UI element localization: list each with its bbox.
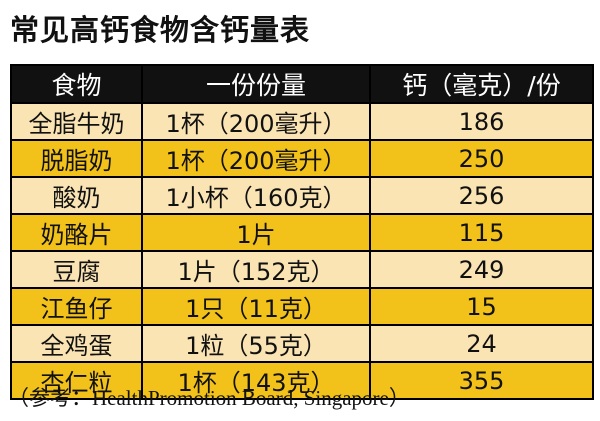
table-row: 全鸡蛋 1粒（55克） 24 [10, 324, 594, 363]
table-body: 全脂牛奶 1杯（200毫升） 186 脱脂奶 1杯（200毫升） 250 酸奶 … [10, 102, 594, 400]
table-row: 全脂牛奶 1杯（200毫升） 186 [10, 102, 594, 141]
cell-portion: 1小杯（160克） [141, 176, 371, 215]
header-row: 食物 一份份量 钙（毫克）/份 [10, 64, 594, 104]
cell-calcium: 355 [369, 361, 594, 400]
cell-food: 杏仁粒 [10, 361, 143, 400]
cell-calcium: 256 [369, 176, 594, 215]
cell-food: 全鸡蛋 [10, 324, 143, 363]
cell-food: 脱脂奶 [10, 139, 143, 178]
table-row: 江鱼仔 1只（11克） 15 [10, 287, 594, 326]
cell-calcium: 249 [369, 250, 594, 289]
calcium-table-container: 食物 一份份量 钙（毫克）/份 全脂牛奶 1杯（200毫升） 186 脱脂奶 1… [10, 64, 594, 400]
table-row: 脱脂奶 1杯（200毫升） 250 [10, 139, 594, 178]
cell-calcium: 15 [369, 287, 594, 326]
source-note: （参考：HealthPromotion Board, Singapore） [8, 386, 410, 410]
cell-food: 豆腐 [10, 250, 143, 289]
cell-portion: 1粒（55克） [141, 324, 371, 363]
table-row: 奶酪片 1片 115 [10, 213, 594, 252]
cell-portion: 1只（11克） [141, 287, 371, 326]
cell-portion: 1片（152克） [141, 250, 371, 289]
cell-food: 江鱼仔 [10, 287, 143, 326]
cell-portion: 1杯（143克） [141, 361, 371, 400]
cell-calcium: 24 [369, 324, 594, 363]
table-row: 杏仁粒 1杯（143克） 355 [10, 361, 594, 400]
cell-calcium: 250 [369, 139, 594, 178]
cell-portion: 1片 [141, 213, 371, 252]
header-food: 食物 [10, 64, 143, 104]
cell-portion: 1杯（200毫升） [141, 102, 371, 141]
calcium-table: 食物 一份份量 钙（毫克）/份 全脂牛奶 1杯（200毫升） 186 脱脂奶 1… [10, 64, 594, 400]
table-header: 食物 一份份量 钙（毫克）/份 [10, 64, 594, 104]
cell-food: 酸奶 [10, 176, 143, 215]
cell-food: 全脂牛奶 [10, 102, 143, 141]
table-row: 豆腐 1片（152克） 249 [10, 250, 594, 289]
cell-portion: 1杯（200毫升） [141, 139, 371, 178]
header-calcium: 钙（毫克）/份 [369, 64, 594, 104]
cell-food: 奶酪片 [10, 213, 143, 252]
header-portion: 一份份量 [141, 64, 371, 104]
cell-calcium: 186 [369, 102, 594, 141]
table-row: 酸奶 1小杯（160克） 256 [10, 176, 594, 215]
page-title: 常见高钙食物含钙量表 [10, 13, 311, 47]
cell-calcium: 115 [369, 213, 594, 252]
